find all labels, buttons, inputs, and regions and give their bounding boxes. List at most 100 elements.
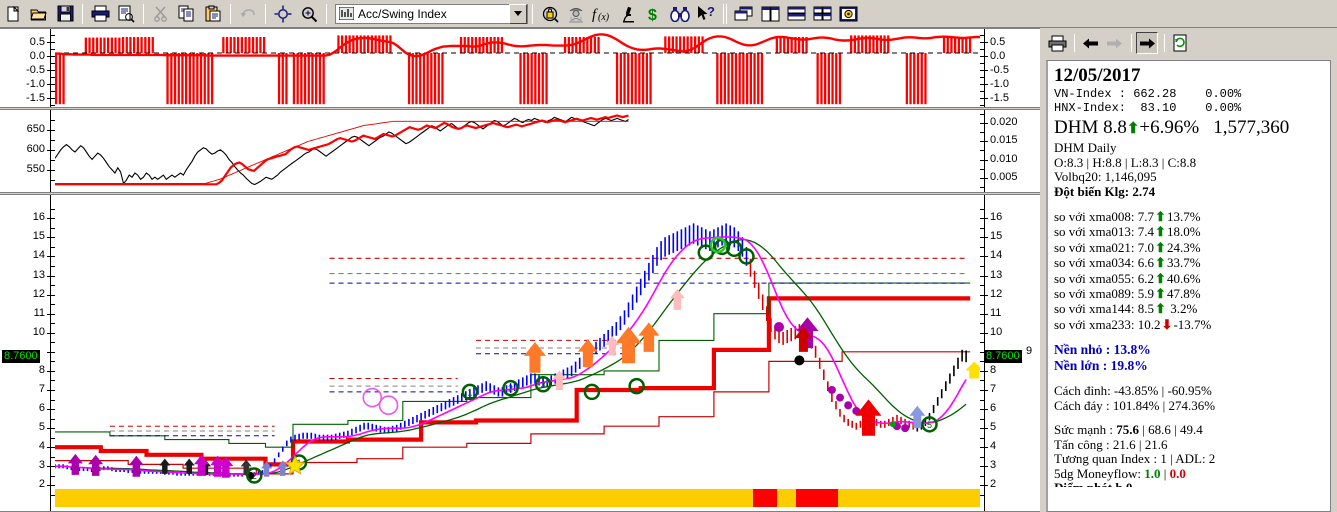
ma-comparison-row: so với xma008: 7.7⬆13.7%: [1054, 209, 1330, 224]
price-axis-right: 16 15 14 13 12 11 10 8 7 6 5 4 3 2 9 8.7600: [980, 195, 1040, 511]
index-comparison-panel[interactable]: 650 600 550 0.020 0.015 0.010 0.005: [0, 109, 1040, 193]
ma-comparison-row: so với xma233: 10.2⬇-13.7%: [1054, 317, 1330, 332]
acc-swing-plot[interactable]: [55, 29, 980, 107]
tan-cong-row: Tấn công : 21.6 | 21.6: [1054, 436, 1168, 452]
svg-text:2: 2: [252, 471, 257, 481]
forward-arrow-icon: [1103, 32, 1125, 54]
axis-tick-label: 16: [990, 211, 1003, 223]
axis-tick: [47, 428, 55, 429]
moneyflow-label: 5dg Moneyflow:: [1054, 465, 1145, 481]
tile-grid-icon[interactable]: [810, 2, 834, 26]
ma-percent: 24.3%: [1166, 239, 1201, 255]
save-disk-icon[interactable]: [53, 2, 77, 26]
ma-value: 6.2: [1134, 270, 1155, 286]
axis-minor-tick: [50, 400, 55, 401]
print-icon[interactable]: [1046, 32, 1068, 54]
axis-tick: [47, 218, 55, 219]
axis-minor-tick: [50, 304, 55, 305]
axis-minor-tick: [50, 228, 55, 229]
open-folder-icon[interactable]: [27, 2, 51, 26]
current-price-tag-right: 8.7600: [984, 350, 1022, 364]
info-panel-content: 12/05/2017 VN-Index : 662.28 0.00% HNX-I…: [1046, 60, 1331, 512]
axis-tick-label: 550: [26, 163, 45, 175]
refresh-page-icon[interactable]: [1169, 32, 1191, 54]
current-price-tag: 8.7600: [2, 350, 40, 364]
axis-minor-tick: [50, 323, 55, 324]
help-pointer-icon[interactable]: ?: [694, 2, 718, 26]
layout-settings-icon[interactable]: [836, 2, 860, 26]
quote-symbol: DHM: [1054, 117, 1099, 138]
axis-tick-label: 8: [990, 364, 997, 376]
axis-tick: [980, 390, 988, 391]
axis-tick-label: 0.020: [990, 116, 1018, 128]
axis-tick: [47, 409, 55, 410]
jump-to-end-icon[interactable]: [1136, 32, 1158, 54]
new-icon[interactable]: [1, 2, 25, 26]
axis-tick-label: 0.015: [990, 134, 1018, 146]
ma-comparison-row: so với xma013: 7.4⬆18.0%: [1054, 224, 1330, 239]
cascade-windows-icon[interactable]: [732, 2, 756, 26]
axis-tick-label: 650: [26, 123, 45, 135]
acc-swing-axis-right: 0.5 0.0 -0.5 -1.0 -1.5: [980, 29, 1040, 107]
print-preview-icon[interactable]: [114, 2, 138, 26]
zoom-magnifier-icon[interactable]: [297, 2, 321, 26]
quote-volume: 1,577,360: [1213, 117, 1290, 138]
tile-vertical-icon[interactable]: [758, 2, 782, 26]
ma-comparison-row: so với xma021: 7.0⬆24.3%: [1054, 240, 1330, 255]
axis-tick-label: 4: [38, 440, 45, 452]
svg-text:f: f: [592, 7, 598, 23]
ma-value: 10.2: [1134, 316, 1161, 332]
binoculars-icon[interactable]: [668, 2, 692, 26]
up-arrow-icon: ⬆: [1155, 270, 1166, 286]
function-fx-icon[interactable]: f (x): [590, 2, 614, 26]
acc-swing-axis-left: 0.5 0.0 -0.5 -1.0 -1.5: [0, 29, 55, 107]
up-arrow-icon: ⬆: [1155, 255, 1166, 271]
cach-day-row: Cách đáy : 101.84% | 274.36%: [1054, 397, 1216, 413]
crosshair-icon[interactable]: [271, 2, 295, 26]
chevron-down-icon[interactable]: [509, 3, 527, 24]
acc-swing-index-panel[interactable]: 0.5 0.0 -0.5 -1.0 -1.5 0.5 0.0 -0.5 -1.0…: [0, 28, 1040, 108]
hnx-index-change: 0.00%: [1205, 101, 1242, 115]
vn-index-value: 662.28: [1133, 87, 1177, 101]
moneyflow-green-value: 1.0: [1144, 465, 1161, 481]
axis-tick: [47, 447, 55, 448]
ma-comparison-row: so với xma144: 8.5⬆ 3.2%: [1054, 301, 1330, 316]
axis-tick-label: 3: [990, 459, 997, 471]
axis-minor-tick: [50, 285, 55, 286]
dollar-icon[interactable]: $: [642, 2, 666, 26]
axis-tick-label: 15: [990, 230, 1003, 242]
axis-tick: [980, 333, 988, 334]
lock-security-icon[interactable]: [538, 2, 562, 26]
back-arrow-icon[interactable]: [1079, 32, 1101, 54]
ma-comparison-row: so với xma089: 5.9⬆47.8%: [1054, 286, 1330, 301]
axis-tick-label: 11: [990, 307, 1002, 319]
axis-tick-label: 5: [990, 421, 997, 433]
tile-horizontal-icon[interactable]: [784, 2, 808, 26]
cut-off-row: Điểm phát h 0: [1054, 481, 1330, 487]
price-chart-plot[interactable]: 2112352: [55, 195, 980, 511]
indicator-select[interactable]: Acc/Swing Index: [335, 3, 528, 24]
toolbar-separator: [532, 3, 533, 24]
up-arrow-icon: ⬆: [1155, 239, 1166, 255]
axis-minor-tick: [50, 209, 55, 210]
microscope-icon[interactable]: [616, 2, 640, 26]
nen-lon-row: Nền lớn : 19.8%: [1054, 358, 1148, 374]
index-comparison-plot[interactable]: [55, 110, 980, 192]
vn-index-row: VN-Index : 662.28 0.00%: [1054, 87, 1330, 101]
axis-minor-tick: [980, 228, 985, 229]
down-arrow-icon: ⬇: [1161, 316, 1173, 332]
ma-value: 7.7: [1134, 209, 1155, 224]
axis-tick-label: 14: [32, 249, 45, 261]
up-arrow-icon: ⬆: [1126, 121, 1140, 137]
tuong-quan-row: Tương quan Index : 1 | ADL: 2: [1054, 451, 1216, 467]
nen-nho-row: Nền nhỏ : 13.8%: [1054, 342, 1151, 358]
copy-icon[interactable]: [175, 2, 199, 26]
strip-segment: [777, 489, 796, 507]
print-icon[interactable]: [88, 2, 112, 26]
paste-clipboard-icon[interactable]: [201, 2, 225, 26]
axis-tick-label: 0.5: [29, 36, 45, 48]
toolbar-separator: [82, 3, 83, 24]
axis-tick-label: 5: [38, 421, 45, 433]
